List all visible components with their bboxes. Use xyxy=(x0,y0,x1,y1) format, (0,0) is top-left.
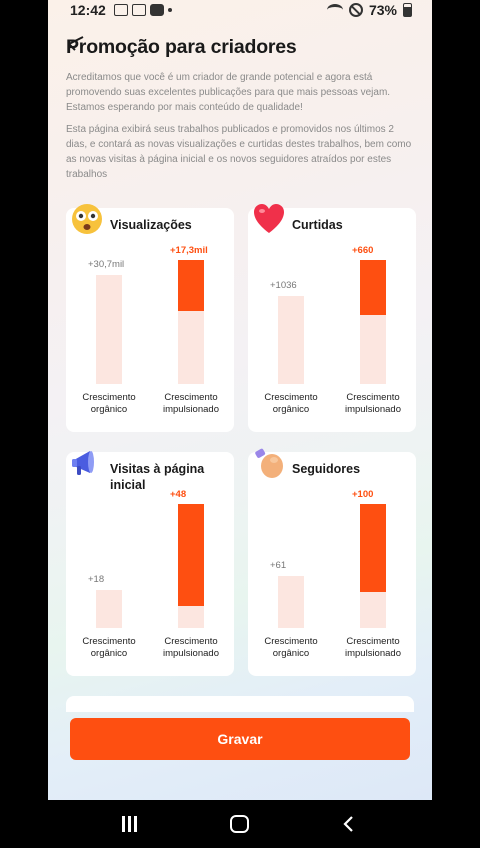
organic-value-label: +1036 xyxy=(270,280,297,291)
bar-chart: +61 +100 Crescimento orgânico Cresciment… xyxy=(248,452,416,676)
waving-hand-icon xyxy=(255,448,283,478)
translate-icon xyxy=(132,4,146,16)
organic-bar xyxy=(278,576,304,628)
boosted-axis-label: Crescimento impulsionado xyxy=(163,636,219,659)
youtube-icon xyxy=(150,4,164,16)
boosted-value-label: +100 xyxy=(352,489,374,500)
status-bar: 12:42 73% xyxy=(48,0,432,22)
boosted-bar xyxy=(178,260,204,384)
battery-icon xyxy=(403,3,412,17)
wifi-icon xyxy=(326,4,343,16)
stat-card-likes: Curtidas +1036 +660 Crescimento orgânico… xyxy=(248,204,416,432)
recent-apps-icon[interactable] xyxy=(122,816,140,832)
card-title: Visitas à página inicial xyxy=(110,462,205,492)
boosted-bar xyxy=(360,260,386,384)
organic-bar xyxy=(96,590,122,628)
boosted-bar-fill xyxy=(178,504,204,606)
card-title: Curtidas xyxy=(292,218,343,232)
shocked-face-icon xyxy=(72,204,102,234)
heart-icon xyxy=(254,204,284,233)
page-title: Promoção para criadores xyxy=(66,36,297,58)
boosted-bar-fill xyxy=(360,260,386,315)
organic-value-label: +30,7mil xyxy=(88,259,125,270)
organic-value-label: +61 xyxy=(270,560,287,571)
description-paragraph: Esta página exibirá seus trabalhos publi… xyxy=(66,124,412,180)
organic-bar xyxy=(96,275,122,384)
notification-icons xyxy=(114,4,172,16)
bar-chart: +18 +48 Crescimento orgânico Crescimento… xyxy=(66,452,234,676)
boosted-value-label: +48 xyxy=(170,489,187,500)
stat-card-profile-visits: Visitas à página inicial +18 +48 Crescim… xyxy=(66,451,234,676)
boosted-bar-fill xyxy=(178,260,204,311)
organic-axis-label: Crescimento orgânico xyxy=(264,392,318,415)
app-screen: 12:42 73% Promoção para criadores Acredi… xyxy=(48,0,432,800)
boosted-bar xyxy=(360,504,386,628)
record-button[interactable]: Gravar xyxy=(70,718,410,760)
back-arrow-icon[interactable] xyxy=(66,34,86,54)
boosted-axis-label: Crescimento impulsionado xyxy=(163,392,219,415)
intro-paragraph: Acreditamos que você é um criador de gra… xyxy=(66,72,391,113)
organic-axis-label: Crescimento orgânico xyxy=(82,636,136,659)
boosted-axis-label: Crescimento impulsionado xyxy=(345,392,401,415)
home-icon[interactable] xyxy=(230,815,249,833)
battery-percent: 73% xyxy=(368,2,397,18)
status-right: 73% xyxy=(326,2,412,18)
bar-chart: +30,7mil +17,3mil Crescimento orgânico C… xyxy=(66,208,234,432)
organic-axis-label: Crescimento orgânico xyxy=(264,636,318,659)
back-nav-icon[interactable] xyxy=(342,816,354,832)
organic-bar xyxy=(278,296,304,384)
next-card-partial xyxy=(66,696,414,712)
megaphone-icon xyxy=(72,451,94,475)
organic-value-label: +18 xyxy=(88,574,105,585)
status-time: 12:42 xyxy=(70,2,106,18)
boosted-value-label: +660 xyxy=(352,245,374,256)
stat-card-views: Visualizações +30,7mil +17,3mil Crescime… xyxy=(66,204,234,432)
do-not-disturb-icon xyxy=(348,3,363,17)
card-title: Seguidores xyxy=(292,462,361,476)
stat-card-followers: Seguidores +61 +100 Crescimento orgânico… xyxy=(248,448,416,676)
boosted-axis-label: Crescimento impulsionado xyxy=(345,636,401,659)
bar-chart: +1036 +660 Crescimento orgânico Crescime… xyxy=(248,208,416,432)
card-title: Visualizações xyxy=(110,218,192,232)
boosted-bar xyxy=(178,504,204,628)
gallery-icon xyxy=(114,4,128,16)
boosted-bar-fill xyxy=(360,504,386,592)
boosted-value-label: +17,3mil xyxy=(170,245,208,256)
system-nav-bar xyxy=(0,800,480,848)
more-notifications-icon xyxy=(168,8,172,12)
organic-axis-label: Crescimento orgânico xyxy=(82,392,136,415)
